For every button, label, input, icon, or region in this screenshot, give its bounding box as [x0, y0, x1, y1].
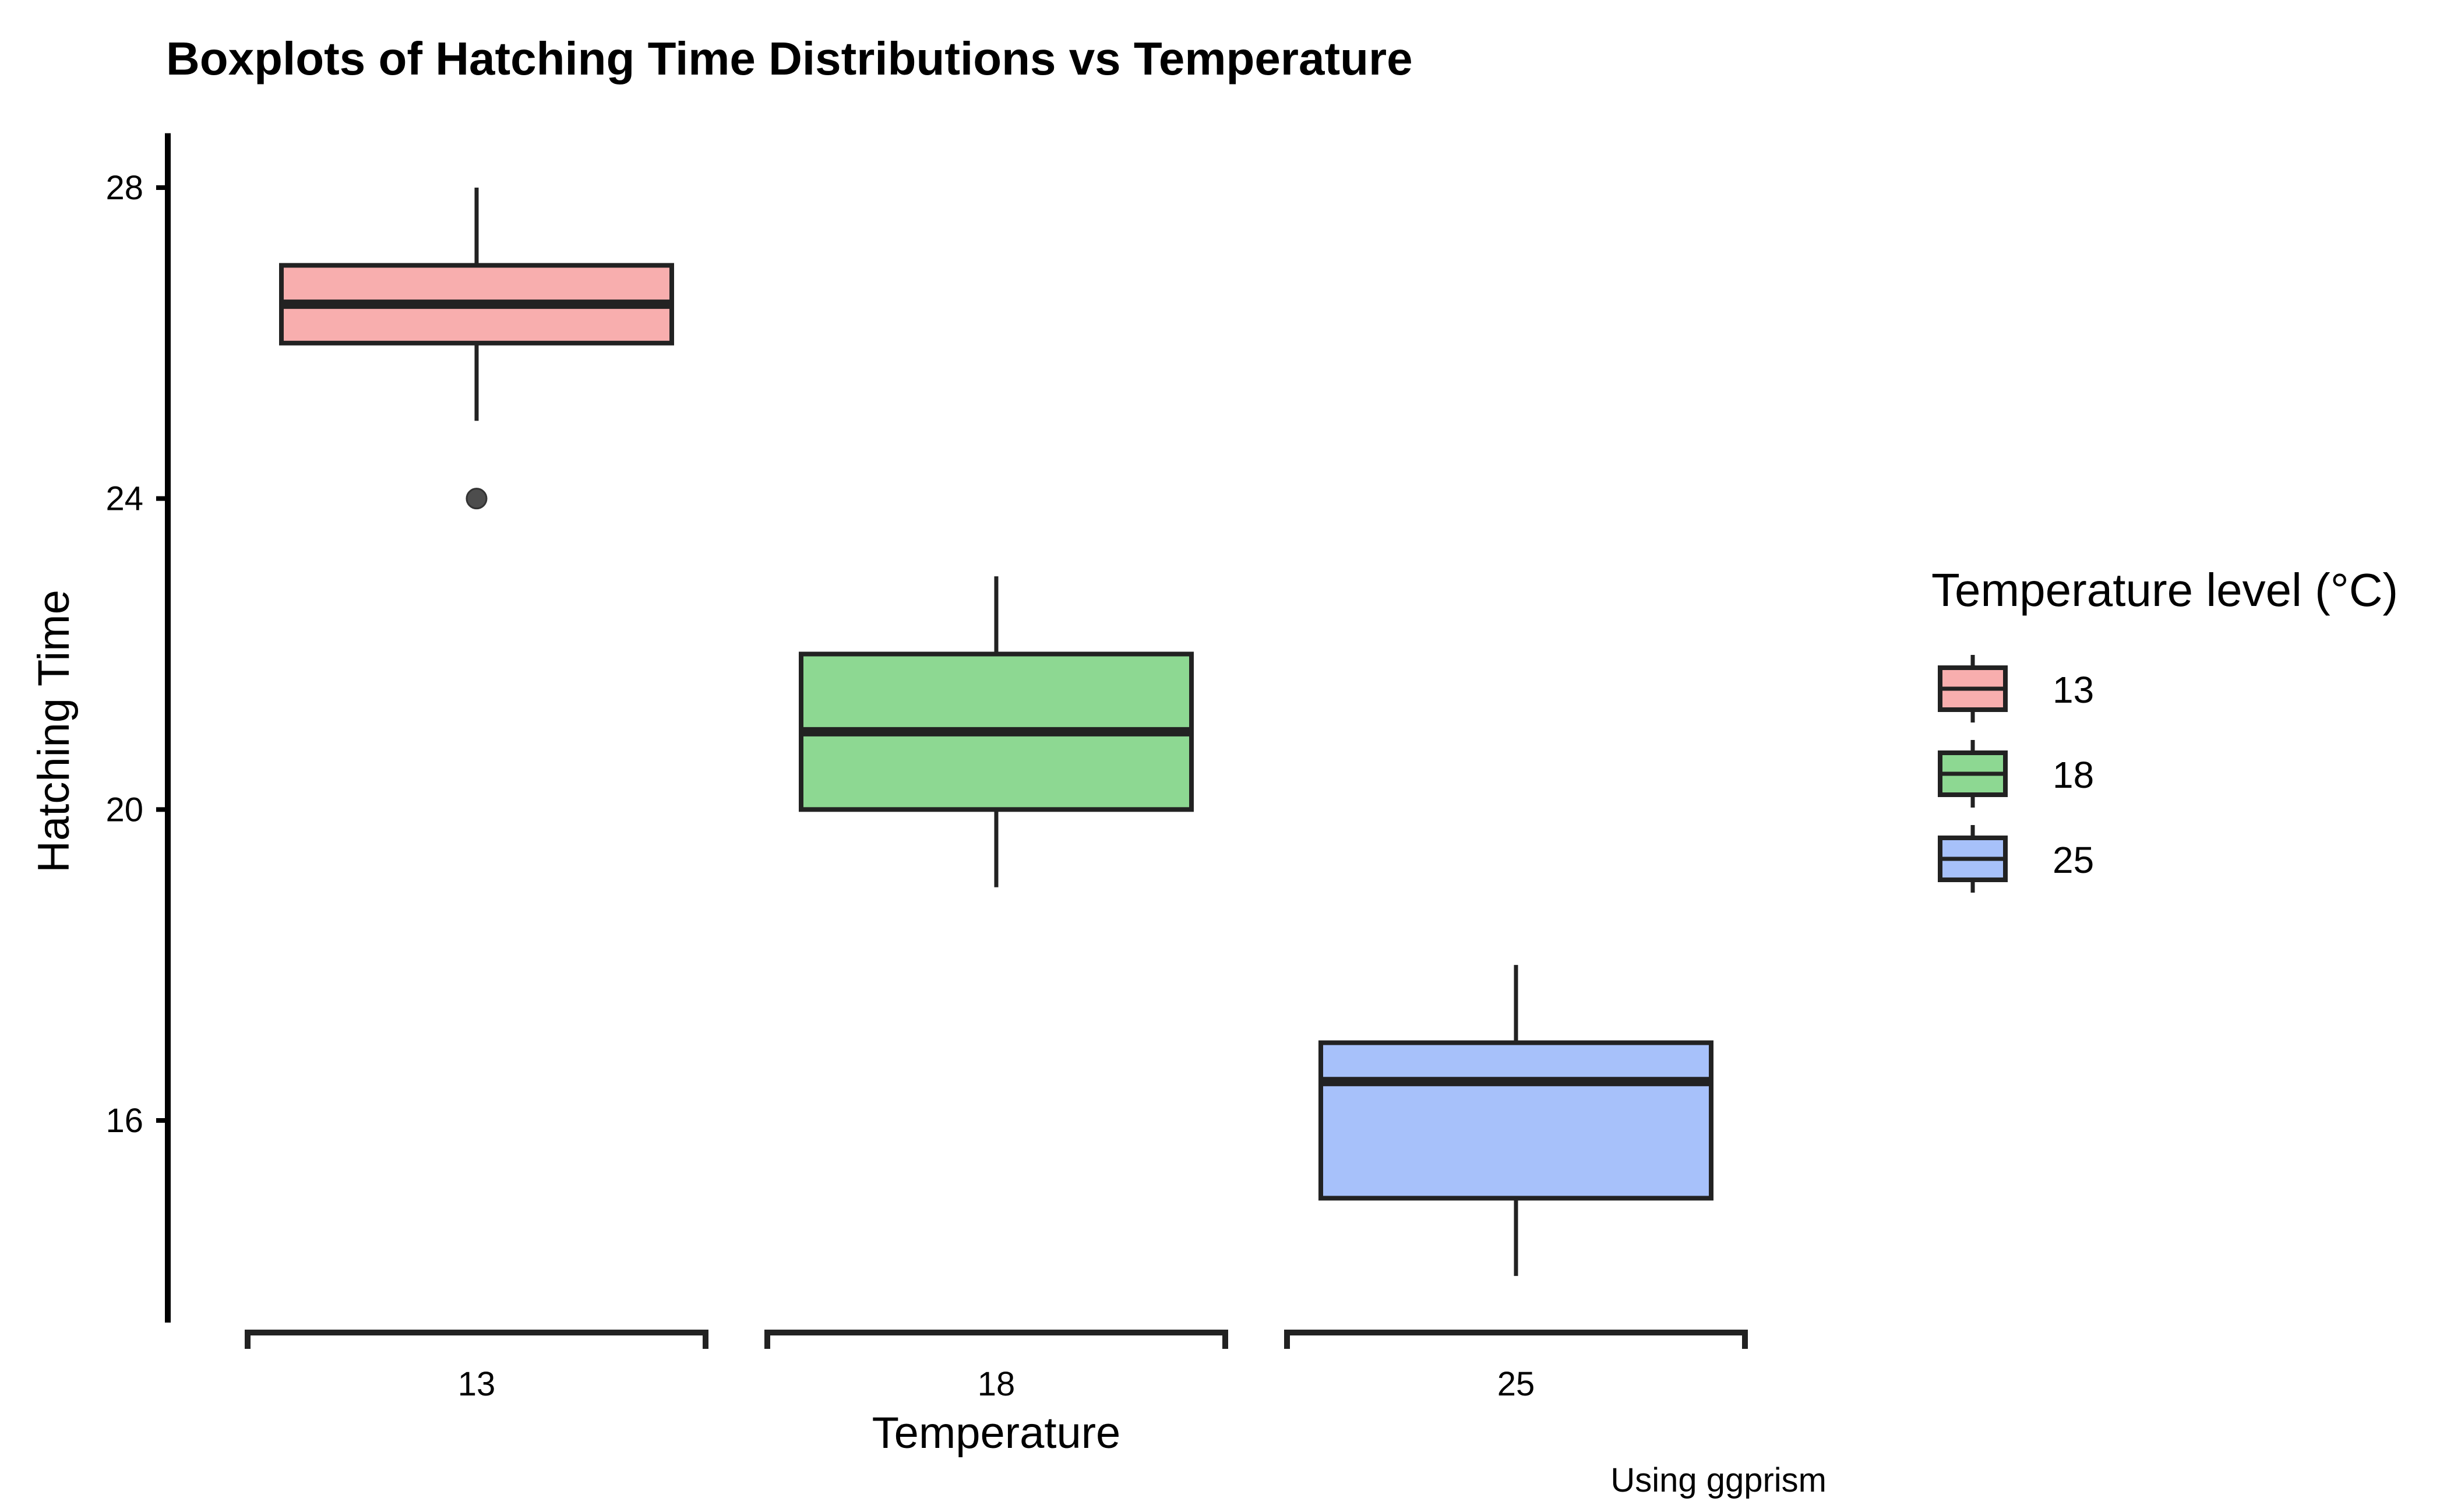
legend-label-13: 13 — [2053, 669, 2094, 711]
legend-item-13: 13 — [1938, 655, 2094, 722]
x-tick-label-13: 13 — [458, 1365, 496, 1403]
legend-item-18: 18 — [1938, 740, 2094, 808]
y-tick-label-28: 28 — [105, 169, 143, 207]
legend-title: Temperature level (°C) — [1931, 564, 2398, 616]
caption: Using ggprism — [1610, 1461, 1827, 1499]
outlier-point — [466, 488, 488, 510]
box-body — [1318, 1040, 1713, 1201]
x-axis-bracket-25 — [1284, 1330, 1748, 1349]
chart-title: Boxplots of Hatching Time Distributions … — [166, 33, 1413, 84]
axes: 16 20 24 28 13 18 25 — [105, 133, 1748, 1403]
boxes — [279, 188, 1713, 1276]
x-tick-label-25: 25 — [1497, 1365, 1535, 1403]
y-axis-title: Hatching Time — [29, 590, 79, 873]
legend-label-18: 18 — [2053, 754, 2094, 796]
y-tick-label-24: 24 — [105, 480, 143, 518]
legend-label-25: 25 — [2053, 839, 2094, 881]
legend-item-25: 25 — [1938, 825, 2094, 893]
x-axis-bracket-18 — [764, 1330, 1228, 1349]
box-13 — [279, 188, 674, 510]
x-tick-label-18: 18 — [978, 1365, 1016, 1403]
y-tick-label-20: 20 — [105, 791, 143, 829]
legend: Temperature level (°C) 13 18 25 — [1931, 564, 2398, 893]
x-axis-title: Temperature — [872, 1408, 1121, 1458]
x-axis-bracket-13 — [245, 1330, 708, 1349]
box-18 — [799, 576, 1194, 887]
box-25 — [1318, 965, 1713, 1276]
y-tick-label-16: 16 — [105, 1102, 143, 1140]
